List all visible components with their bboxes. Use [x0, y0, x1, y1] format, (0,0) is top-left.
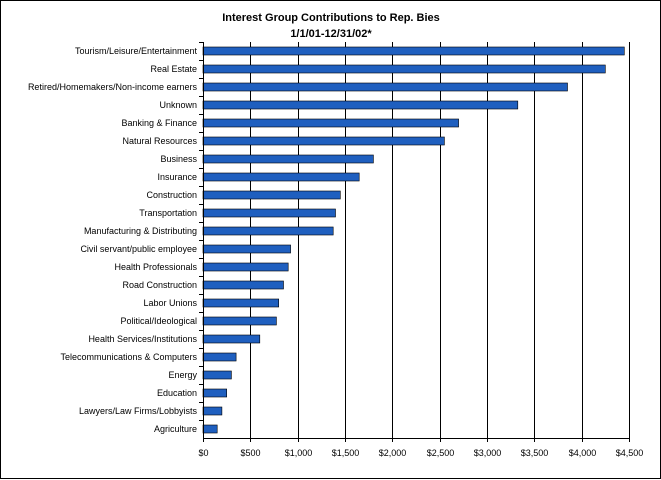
bar	[202, 226, 334, 236]
bar	[202, 406, 223, 416]
category-label: Construction	[146, 190, 197, 200]
category-label: Insurance	[157, 172, 197, 182]
bar	[202, 172, 360, 182]
category-label: Health Professionals	[114, 262, 197, 272]
bar	[202, 208, 336, 218]
bar	[202, 262, 289, 272]
category-label: Political/Ideological	[120, 316, 197, 326]
category-label: Retired/Homemakers/Non-income earners	[28, 82, 198, 92]
bar	[202, 280, 284, 290]
bar	[202, 370, 232, 380]
x-tick-label: $2,000	[379, 448, 407, 458]
category-label: Banking & Finance	[121, 118, 197, 128]
category-label: Tourism/Leisure/Entertainment	[75, 46, 198, 56]
x-tick-label: $3,000	[474, 448, 502, 458]
bar	[202, 244, 291, 254]
category-label: Agriculture	[154, 424, 197, 434]
bar	[202, 46, 625, 56]
bar	[202, 334, 261, 344]
x-tick-label: $1,500	[332, 448, 360, 458]
category-label: Real Estate	[150, 64, 197, 74]
bar	[202, 82, 568, 92]
x-tick-label: $500	[240, 448, 260, 458]
x-tick-label: $2,500	[427, 448, 455, 458]
bar	[202, 64, 606, 74]
category-label: Telecommunications & Computers	[60, 352, 197, 362]
category-label: Lawyers/Law Firms/Lobbyists	[79, 406, 198, 416]
category-label: Labor Unions	[143, 298, 197, 308]
bar	[202, 424, 218, 434]
axes	[199, 42, 630, 442]
x-tick-label: $0	[198, 448, 208, 458]
x-tick-label: $4,000	[569, 448, 597, 458]
x-tick-label: $3,500	[521, 448, 549, 458]
bar	[202, 388, 228, 398]
category-label: Education	[157, 388, 197, 398]
chart-subtitle: 1/1/01-12/31/02*	[290, 28, 372, 40]
bar	[202, 298, 279, 308]
chart-title: Interest Group Contributions to Rep. Bie…	[222, 12, 440, 24]
category-label: Energy	[168, 370, 197, 380]
bar	[202, 154, 374, 164]
category-labels: Tourism/Leisure/Entertainment Real Estate…	[28, 46, 198, 434]
bar	[202, 190, 341, 200]
bar	[202, 136, 445, 146]
x-tick-label: $1,000	[285, 448, 313, 458]
category-label: Civil servant/public employee	[80, 244, 197, 254]
bar	[202, 118, 459, 128]
bar	[202, 100, 519, 110]
category-label: Manufacturing & Distributing	[84, 226, 197, 236]
x-tick-label: $4,500	[616, 448, 644, 458]
category-label: Unknown	[159, 100, 197, 110]
bar	[202, 316, 277, 326]
bar	[202, 352, 237, 362]
category-label: Natural Resources	[122, 136, 197, 146]
category-label: Health Services/Institutions	[88, 334, 197, 344]
category-label: Transportation	[139, 208, 197, 218]
category-label: Road Construction	[122, 280, 197, 290]
bars	[202, 46, 625, 434]
category-label: Business	[160, 154, 197, 164]
x-tick-labels: $0 $500 $1,000 $1,500 $2,000 $2,500 $3,000 $3,5…	[198, 448, 643, 458]
